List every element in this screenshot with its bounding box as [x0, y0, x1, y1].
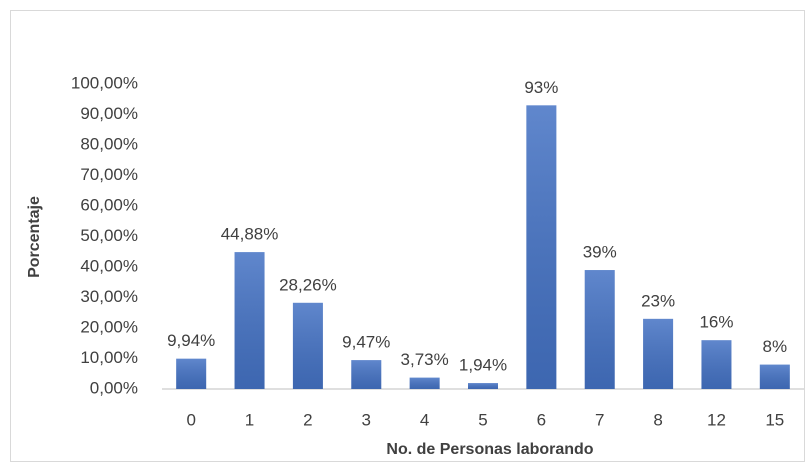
data-label: 9,94% [167, 331, 215, 350]
y-tick-label: 90,00% [80, 104, 138, 123]
y-tick-label: 80,00% [80, 134, 138, 153]
y-tick-label: 50,00% [80, 226, 138, 245]
bar-shade [409, 377, 440, 389]
x-tick-label: 5 [478, 410, 487, 429]
x-tick-label: 0 [186, 410, 195, 429]
bar-shade [526, 105, 557, 389]
x-tick-label: 8 [653, 410, 662, 429]
data-label: 16% [699, 313, 733, 332]
data-label: 93% [524, 78, 558, 97]
data-label: 28,26% [279, 275, 337, 294]
bar-shade [292, 302, 323, 389]
data-label: 9,47% [342, 333, 390, 352]
x-tick-label: 1 [245, 410, 254, 429]
bar-shade [468, 383, 498, 389]
data-label: 39% [583, 243, 617, 262]
data-label: 8% [763, 337, 788, 356]
bar-shade [176, 358, 207, 389]
y-axis-title: Porcentaje [26, 196, 43, 278]
bar-shade [759, 364, 790, 389]
x-tick-label: 3 [362, 410, 371, 429]
y-tick-label: 10,00% [80, 348, 138, 367]
y-tick-label: 40,00% [80, 256, 138, 275]
y-tick-label: 30,00% [80, 287, 138, 306]
x-tick-label: 6 [537, 410, 546, 429]
bar-shade [643, 318, 674, 389]
data-label: 23% [641, 291, 675, 310]
y-tick-label: 20,00% [80, 317, 138, 336]
bar-shade [701, 340, 732, 389]
x-tick-label: 2 [303, 410, 312, 429]
data-label: 3,73% [401, 350, 449, 369]
data-label: 44,88% [221, 225, 279, 244]
bar-shade [234, 252, 265, 389]
x-tick-label: 12 [707, 410, 726, 429]
x-tick-label: 15 [765, 410, 784, 429]
bar-shade [584, 270, 615, 389]
x-axis-title: No. de Personas laborando [386, 441, 593, 458]
y-tick-label: 100,00% [71, 73, 138, 92]
bar-shade [351, 360, 382, 389]
y-tick-label: 60,00% [80, 195, 138, 214]
data-label: 1,94% [459, 356, 507, 375]
y-tick-label: 0,00% [90, 378, 138, 397]
y-tick-label: 70,00% [80, 165, 138, 184]
x-tick-label: 7 [595, 410, 604, 429]
x-tick-label: 4 [420, 410, 429, 429]
